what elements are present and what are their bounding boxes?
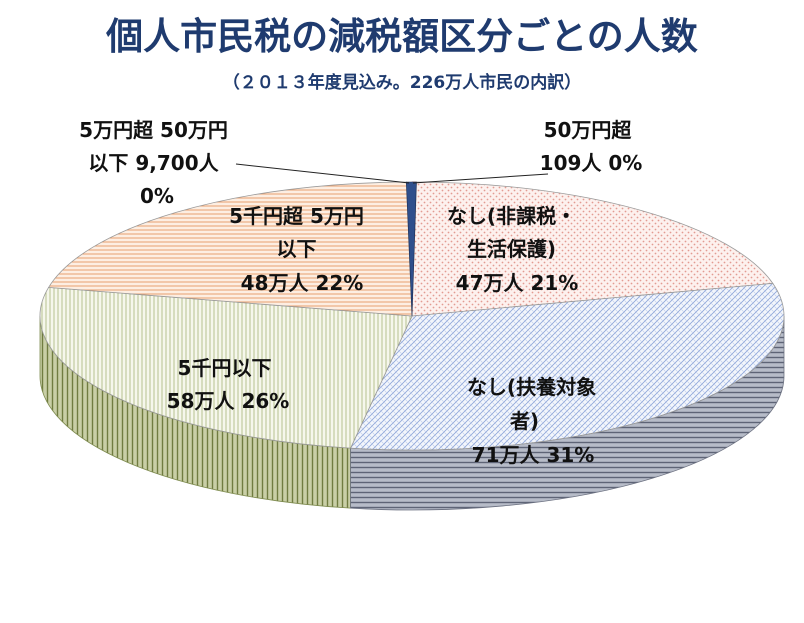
leader-line-s50k_500k: [235, 163, 410, 184]
pie-top: [39, 181, 785, 451]
label-nontax: なし(非課税・ 生活保護) 47万人 21%: [447, 204, 583, 295]
slice-labels: 50万円超 109人 0% なし(非課税・ 生活保護) 47万人 21% なし(…: [79, 118, 642, 467]
slice-u5k: [39, 286, 413, 449]
slice-s50k_500k: [406, 181, 417, 317]
slice-dependent: [349, 282, 785, 451]
chart-title: 個人市民税の減税額区分ごとの人数: [105, 15, 698, 58]
slice-s5k_50k: [47, 181, 413, 317]
label-u5k: 5千円以下 58万人 26%: [167, 356, 290, 413]
label-s5k_50k: 5千円超 5万円 以下 48万人 22%: [229, 204, 371, 295]
label-s50k_500k: 5万円超 50万円 以下 9,700人 0%: [79, 118, 235, 208]
label-dependent: なし(扶養対象 者) 71万人 31%: [467, 375, 603, 467]
label-s50over: 50万円超 109人 0%: [540, 118, 643, 175]
leader-line-s50over: [412, 173, 549, 184]
chart-subtitle: （２０１３年度見込み。226万人市民の内訳）: [223, 72, 582, 93]
slice-nontax: [411, 181, 774, 317]
